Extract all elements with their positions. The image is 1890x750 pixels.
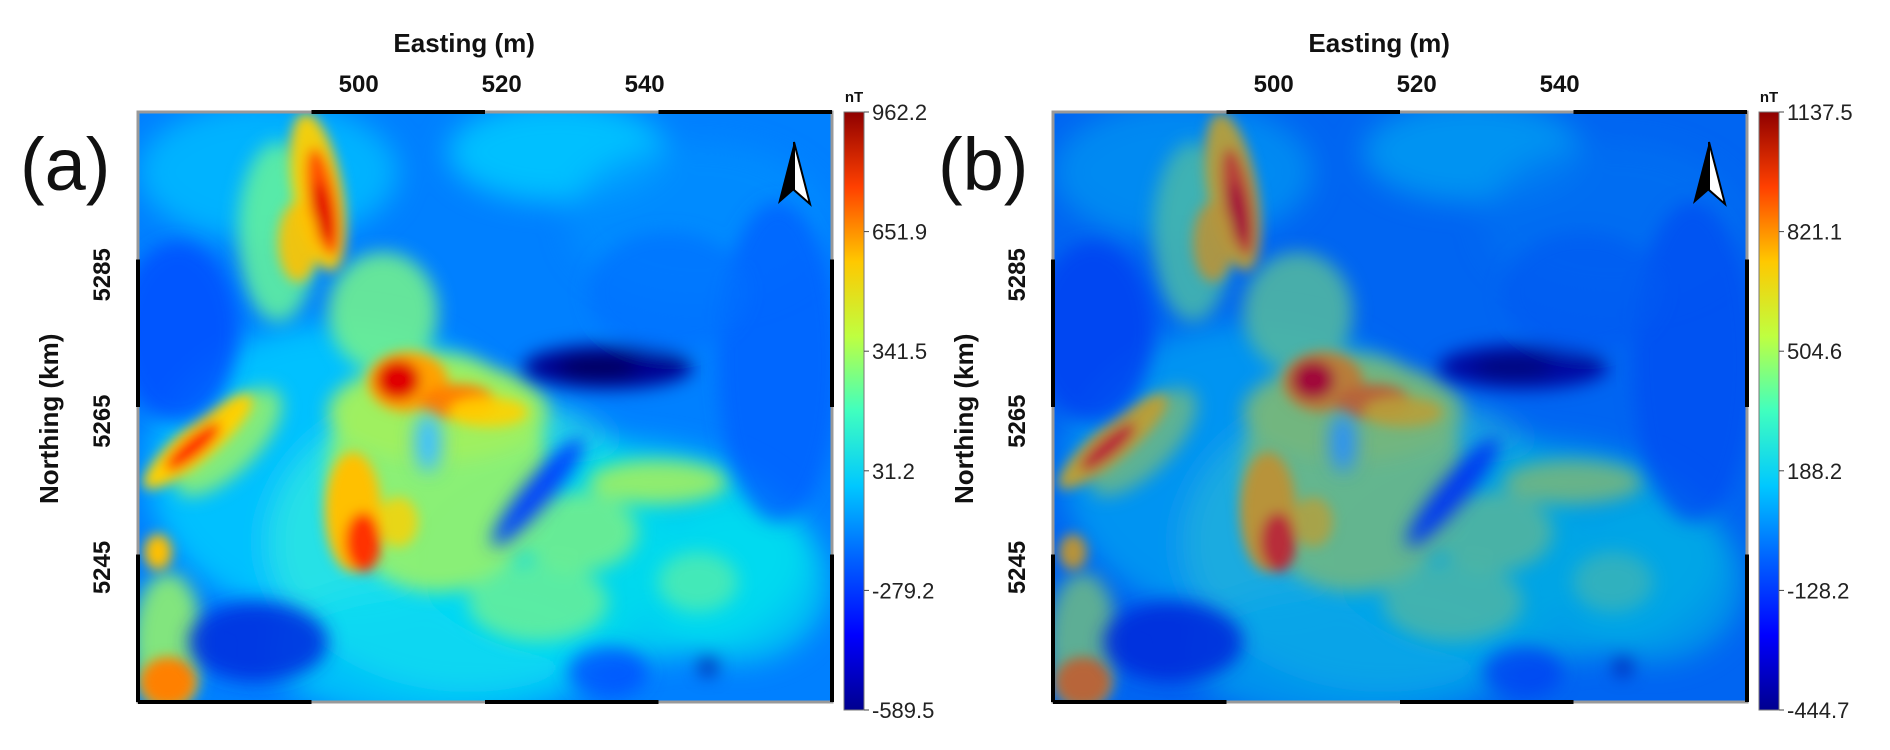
colorbar-tick-label: 962.2 — [872, 100, 927, 125]
y-tick-label: 5245 — [1004, 541, 1031, 594]
colorbar-tick-label: -279.2 — [872, 578, 934, 603]
x-axis-title: Easting (m) — [1308, 28, 1450, 58]
magnetic-anomaly-map — [1053, 112, 1747, 702]
colorbar-tick-label: 188.2 — [1787, 459, 1842, 484]
colorbar-tick-label: 1137.5 — [1787, 100, 1853, 125]
x-axis-title: Easting (m) — [393, 28, 535, 58]
y-tick-label: 5285 — [1004, 248, 1031, 301]
colorbar-tick-label: -589.5 — [872, 698, 934, 723]
colorbar-tick-label: -128.2 — [1787, 578, 1849, 603]
map-panel-a: (a) Easting (m) 500 520 540 Northing (km) 5285… — [20, 28, 934, 723]
x-tick-label: 500 — [1254, 71, 1294, 98]
y-axis-title: Northing (km) — [949, 334, 979, 504]
north-arrow-icon — [1693, 141, 1727, 207]
map-panel-b: (b) Easting (m) 500 520 540 Northing (km) 5285… — [938, 28, 1853, 723]
colorbar-tick-label: -444.7 — [1787, 698, 1849, 723]
colorbar: nT 962.2 651.9 341.5 31.2 -279.2 -589.5 — [843, 89, 934, 723]
panel-label: (a) — [20, 123, 110, 206]
colorbar-tick-label: 821.1 — [1787, 220, 1842, 245]
y-tick-label: 5245 — [89, 541, 116, 594]
colorbar-tick-label: 651.9 — [872, 220, 927, 245]
x-tick-label: 540 — [1540, 71, 1580, 98]
colorbar: nT 1137.5 821.1 504.6 188.2 -128.2 -444.7 — [1758, 89, 1853, 723]
panel-label: (b) — [938, 123, 1028, 206]
colorbar-tick-label: 31.2 — [872, 459, 915, 484]
north-arrow-icon — [778, 141, 812, 207]
y-axis-title: Northing (km) — [34, 334, 64, 504]
map-tint — [1053, 112, 1747, 702]
colorbar-gradient — [1758, 111, 1780, 711]
colorbar-unit: nT — [845, 89, 863, 106]
colorbar-tick-label: 341.5 — [872, 339, 927, 364]
x-tick-label: 500 — [339, 71, 379, 98]
y-tick-label: 5265 — [89, 394, 116, 447]
colorbar-tick-label: 504.6 — [1787, 339, 1842, 364]
x-tick-label: 520 — [482, 71, 522, 98]
x-tick-label: 520 — [1397, 71, 1437, 98]
y-tick-label: 5265 — [1004, 394, 1031, 447]
y-tick-label: 5285 — [89, 248, 116, 301]
colorbar-unit: nT — [1760, 89, 1778, 106]
x-tick-label: 540 — [625, 71, 665, 98]
colorbar-gradient — [843, 111, 865, 711]
